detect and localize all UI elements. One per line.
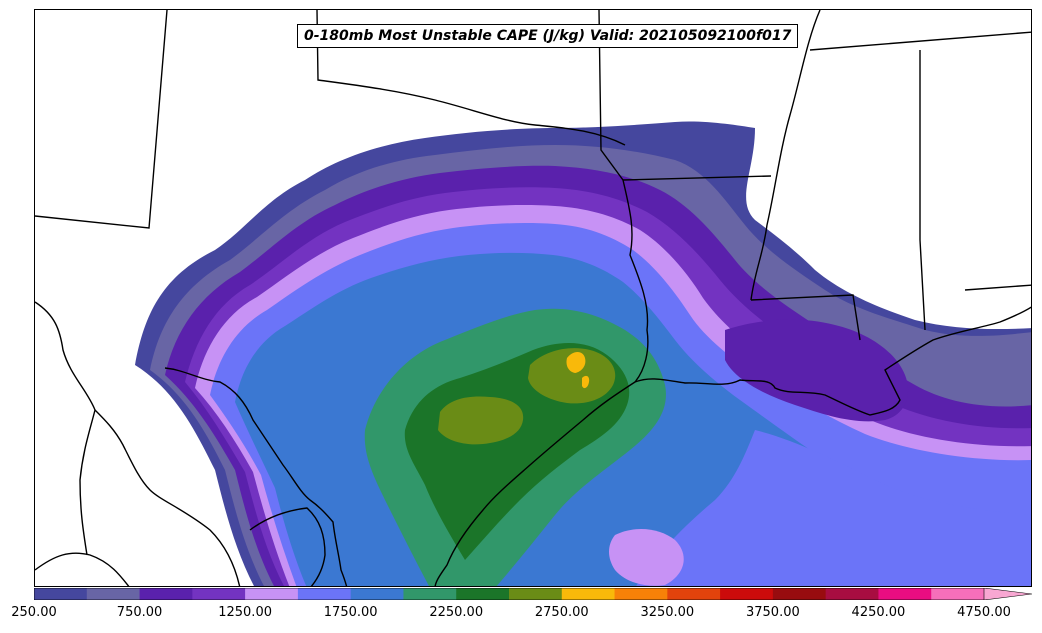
- mexico-state-3: [249, 507, 326, 586]
- colorbar-segment: [878, 588, 932, 600]
- colorbar-segment: [456, 588, 510, 600]
- colorbar-tick-label: 1750.00: [323, 605, 378, 620]
- colorbar-segment: [561, 588, 616, 600]
- map-borders: [35, 10, 1031, 586]
- colorbar-segment: [139, 588, 193, 600]
- colorbar-segment: [772, 588, 827, 600]
- colorbar-segment: [86, 588, 141, 600]
- colorbar-segment: [667, 588, 721, 600]
- colorbar-tick-label: 250.00: [11, 605, 57, 620]
- colorbar: [34, 588, 1032, 600]
- state-border-tn-south: [809, 31, 1031, 51]
- cape-region-1750-gulf: [636, 430, 1031, 586]
- state-border-tx-la: [622, 179, 649, 383]
- map-title: 0-180mb Most Unstable CAPE (J/kg) Valid:…: [297, 24, 799, 48]
- colorbar-tick-label: 750.00: [116, 605, 163, 620]
- colorbar-segment: [614, 588, 668, 600]
- colorbar-segment: [297, 588, 352, 600]
- colorbar-tick-label: 2250.00: [429, 605, 484, 620]
- colorbar-segment: [192, 588, 246, 600]
- mexico-state-4: [35, 552, 130, 586]
- colorbar-tick-label: 2750.00: [534, 605, 589, 620]
- colorbar-segment: [403, 588, 457, 600]
- cape-region-1000-east: [725, 319, 909, 422]
- map-panel: 0-180mb Most Unstable CAPE (J/kg) Valid:…: [34, 9, 1032, 587]
- mexico-border-2: [94, 409, 241, 586]
- state-border-ar-la: [622, 175, 772, 181]
- colorbar-tick-label: 3250.00: [640, 605, 695, 620]
- colorbar-segment: [720, 588, 774, 600]
- state-border-ok-ar: [598, 10, 624, 181]
- rio-grande: [164, 367, 348, 586]
- mexico-border-1: [35, 301, 96, 556]
- state-border-al-fl: [964, 284, 1031, 291]
- mississippi-river: [750, 10, 821, 301]
- colorbar-segment: [350, 588, 404, 600]
- cape-region-2750: [566, 352, 590, 389]
- state-border-ok-tx-west: [316, 10, 626, 146]
- colorbar-segment: [34, 588, 88, 600]
- cape-fill-layers: [135, 121, 1031, 586]
- colorbar-segment: [245, 588, 299, 600]
- colorbar-tick-label: 4750.00: [957, 605, 1011, 620]
- texas-coast: [434, 381, 636, 586]
- colorbar-segment: [509, 588, 563, 600]
- cape-region-1250-gulf: [609, 528, 684, 586]
- state-border-la-ms-north: [750, 294, 861, 341]
- colorbar-extend-arrow: [983, 588, 1032, 600]
- colorbar-tick-label: 4250.00: [851, 605, 906, 620]
- colorbar-segment: [931, 588, 985, 600]
- state-border-ms-al: [919, 50, 926, 331]
- colorbar-tick-label: 1250.00: [218, 605, 272, 620]
- state-border-nm-ok: [35, 10, 168, 229]
- cape-region-2500: [438, 348, 616, 445]
- colorbar-tick-label: 3750.00: [745, 605, 800, 620]
- gulf-coast: [634, 306, 1031, 416]
- colorbar-segment: [825, 588, 879, 600]
